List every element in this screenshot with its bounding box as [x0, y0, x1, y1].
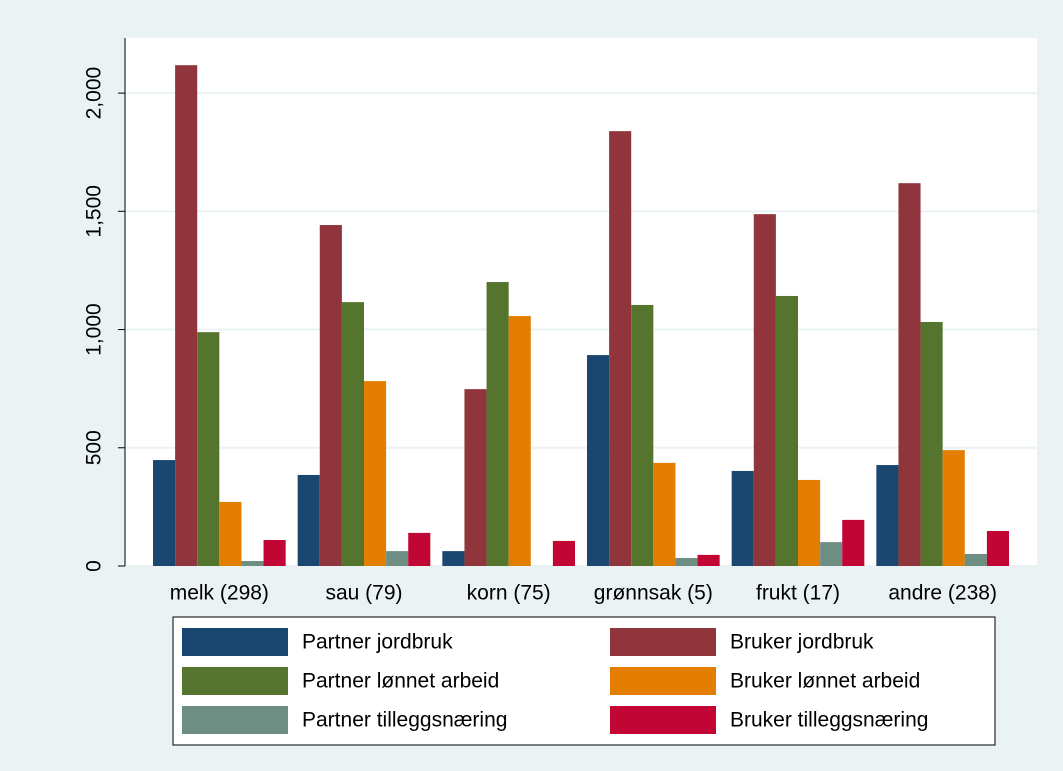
bar — [464, 389, 487, 566]
bar — [964, 553, 987, 566]
bar — [820, 542, 843, 566]
bar — [986, 531, 1009, 566]
bar — [364, 381, 387, 566]
bar — [297, 474, 320, 566]
bar — [197, 332, 220, 566]
legend-label: Partner tilleggsnæring — [302, 709, 507, 732]
x-tick-label: melk (298) — [170, 582, 269, 605]
bar — [609, 131, 632, 566]
legend-swatch — [610, 667, 716, 695]
legend-swatch — [610, 628, 716, 656]
bar — [653, 462, 676, 566]
legend-swatch — [610, 706, 716, 734]
bar — [486, 282, 509, 566]
bar — [942, 450, 965, 566]
y-tick-label: 0 — [83, 560, 106, 572]
bar — [753, 214, 776, 566]
legend — [172, 616, 996, 746]
legend-label: Bruker lønnet arbeid — [730, 670, 920, 693]
bar — [876, 465, 899, 566]
bar — [263, 539, 286, 566]
legend-label: Bruker tilleggsnæring — [730, 709, 928, 732]
bar — [219, 501, 242, 566]
bar — [241, 561, 264, 566]
x-tick-label: frukt (17) — [756, 582, 840, 605]
bar — [153, 460, 176, 566]
x-tick-label: andre (238) — [888, 582, 997, 605]
legend-label: Bruker jordbruk — [730, 631, 874, 654]
x-tick-label: grønnsak (5) — [594, 582, 713, 605]
bar — [319, 225, 342, 566]
bar — [631, 304, 654, 566]
bar — [731, 470, 754, 566]
y-tick-label: 1,000 — [83, 303, 106, 356]
y-tick-label: 500 — [83, 430, 106, 465]
bar — [898, 183, 921, 567]
legend-label: Partner lønnet arbeid — [302, 670, 499, 693]
x-tick-label: sau (79) — [325, 582, 402, 605]
bar — [798, 479, 821, 566]
bar — [508, 316, 531, 566]
bar — [341, 302, 364, 566]
bar — [675, 557, 698, 566]
y-tick-label: 2,000 — [83, 67, 106, 120]
bar — [775, 295, 798, 566]
bar — [408, 532, 431, 566]
bar — [386, 551, 409, 566]
bar — [175, 65, 198, 567]
y-tick-label: 1,500 — [83, 185, 106, 238]
bar — [442, 551, 465, 566]
bar — [697, 554, 720, 566]
bar — [842, 519, 865, 566]
bar — [587, 355, 610, 566]
x-tick-label: korn (75) — [467, 582, 551, 605]
legend-swatch — [182, 667, 288, 695]
legend-label: Partner jordbruk — [302, 631, 453, 654]
bar — [920, 321, 943, 566]
legend-swatch — [182, 706, 288, 734]
legend-swatch — [182, 628, 288, 656]
bar — [552, 540, 575, 566]
